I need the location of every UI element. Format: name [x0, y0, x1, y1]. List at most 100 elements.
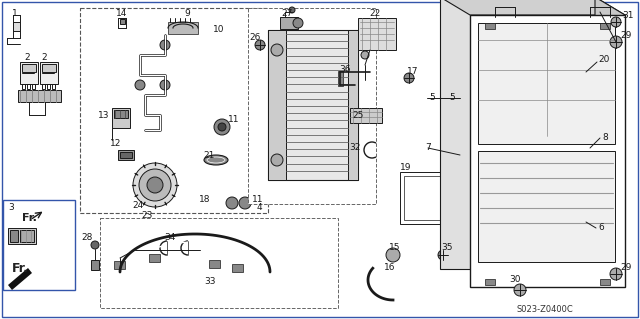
Bar	[358, 18, 396, 50]
Bar	[27, 84, 30, 89]
Circle shape	[404, 73, 414, 83]
Text: 11: 11	[228, 115, 239, 124]
Bar	[114, 261, 125, 269]
Bar	[268, 30, 286, 180]
Bar	[3, 200, 75, 290]
Circle shape	[160, 80, 170, 90]
Text: 18: 18	[199, 196, 211, 204]
Bar	[485, 279, 495, 285]
Bar	[600, 23, 610, 29]
Text: Fr.: Fr.	[12, 262, 29, 275]
Bar	[280, 17, 298, 29]
Bar	[400, 172, 468, 224]
Text: 32: 32	[349, 144, 361, 152]
Text: 13: 13	[99, 110, 109, 120]
Bar	[112, 108, 130, 128]
Circle shape	[226, 197, 238, 209]
Bar	[47, 84, 50, 89]
Bar	[350, 108, 382, 123]
Text: 15: 15	[389, 243, 401, 253]
Bar	[42, 84, 45, 89]
Text: 8: 8	[602, 133, 608, 143]
Polygon shape	[595, 0, 625, 287]
Circle shape	[147, 177, 163, 193]
Text: Fr.: Fr.	[22, 213, 37, 223]
Text: 20: 20	[598, 56, 609, 64]
Bar	[18, 90, 61, 102]
Circle shape	[255, 40, 265, 50]
Bar	[485, 23, 495, 29]
Bar	[460, 150, 472, 160]
Circle shape	[135, 80, 145, 90]
Circle shape	[610, 268, 622, 280]
Text: 36: 36	[339, 65, 351, 75]
Circle shape	[611, 17, 621, 27]
Bar	[120, 19, 125, 24]
Text: 1: 1	[12, 9, 18, 18]
Bar	[248, 8, 376, 204]
Bar	[120, 152, 132, 158]
Bar	[348, 30, 358, 180]
Bar	[118, 150, 134, 160]
Text: 29: 29	[620, 263, 632, 272]
Bar	[209, 260, 220, 268]
Text: 23: 23	[141, 211, 153, 219]
Text: 22: 22	[369, 9, 381, 18]
Circle shape	[271, 154, 283, 166]
Circle shape	[218, 123, 226, 131]
Circle shape	[239, 197, 251, 209]
Bar	[460, 93, 468, 103]
Text: 7: 7	[425, 144, 431, 152]
Text: 27: 27	[282, 9, 292, 18]
Circle shape	[514, 284, 526, 296]
Bar	[404, 176, 464, 220]
Bar	[32, 84, 35, 89]
Text: 35: 35	[441, 243, 452, 253]
Bar	[42, 64, 56, 72]
Text: 31: 31	[622, 11, 634, 19]
Polygon shape	[440, 0, 625, 15]
Text: 33: 33	[204, 278, 216, 286]
Text: 5: 5	[429, 93, 435, 102]
Bar	[478, 23, 615, 144]
Text: 6: 6	[598, 224, 604, 233]
Circle shape	[160, 40, 170, 50]
Text: 24: 24	[132, 201, 143, 210]
Text: 19: 19	[400, 164, 412, 173]
Text: 26: 26	[250, 33, 260, 42]
Circle shape	[293, 18, 303, 28]
Text: 2: 2	[24, 53, 30, 62]
Bar	[268, 30, 358, 180]
Text: S023-Z0400C: S023-Z0400C	[516, 306, 573, 315]
Bar	[20, 62, 38, 84]
Text: 4: 4	[257, 203, 262, 211]
Bar	[13, 22, 20, 31]
Text: 16: 16	[384, 263, 396, 272]
Text: 29: 29	[620, 31, 632, 40]
Circle shape	[610, 36, 622, 48]
Text: 10: 10	[213, 26, 225, 34]
Text: 14: 14	[116, 9, 128, 18]
Bar	[52, 84, 55, 89]
Bar	[114, 110, 128, 118]
Circle shape	[214, 119, 230, 135]
Ellipse shape	[204, 155, 228, 165]
Bar	[600, 279, 610, 285]
Bar	[232, 264, 243, 272]
Text: 9: 9	[184, 9, 190, 18]
Text: 2: 2	[41, 53, 47, 62]
Circle shape	[438, 250, 448, 260]
Bar	[149, 254, 160, 262]
Bar	[470, 15, 625, 287]
Text: 17: 17	[407, 68, 419, 77]
Bar	[20, 230, 34, 242]
Bar	[168, 22, 198, 34]
Circle shape	[271, 44, 283, 56]
Bar	[91, 260, 99, 270]
Circle shape	[133, 163, 177, 207]
Text: 3: 3	[8, 203, 13, 211]
Polygon shape	[440, 0, 595, 269]
Text: 28: 28	[81, 234, 93, 242]
Circle shape	[289, 7, 295, 13]
Circle shape	[361, 51, 369, 59]
